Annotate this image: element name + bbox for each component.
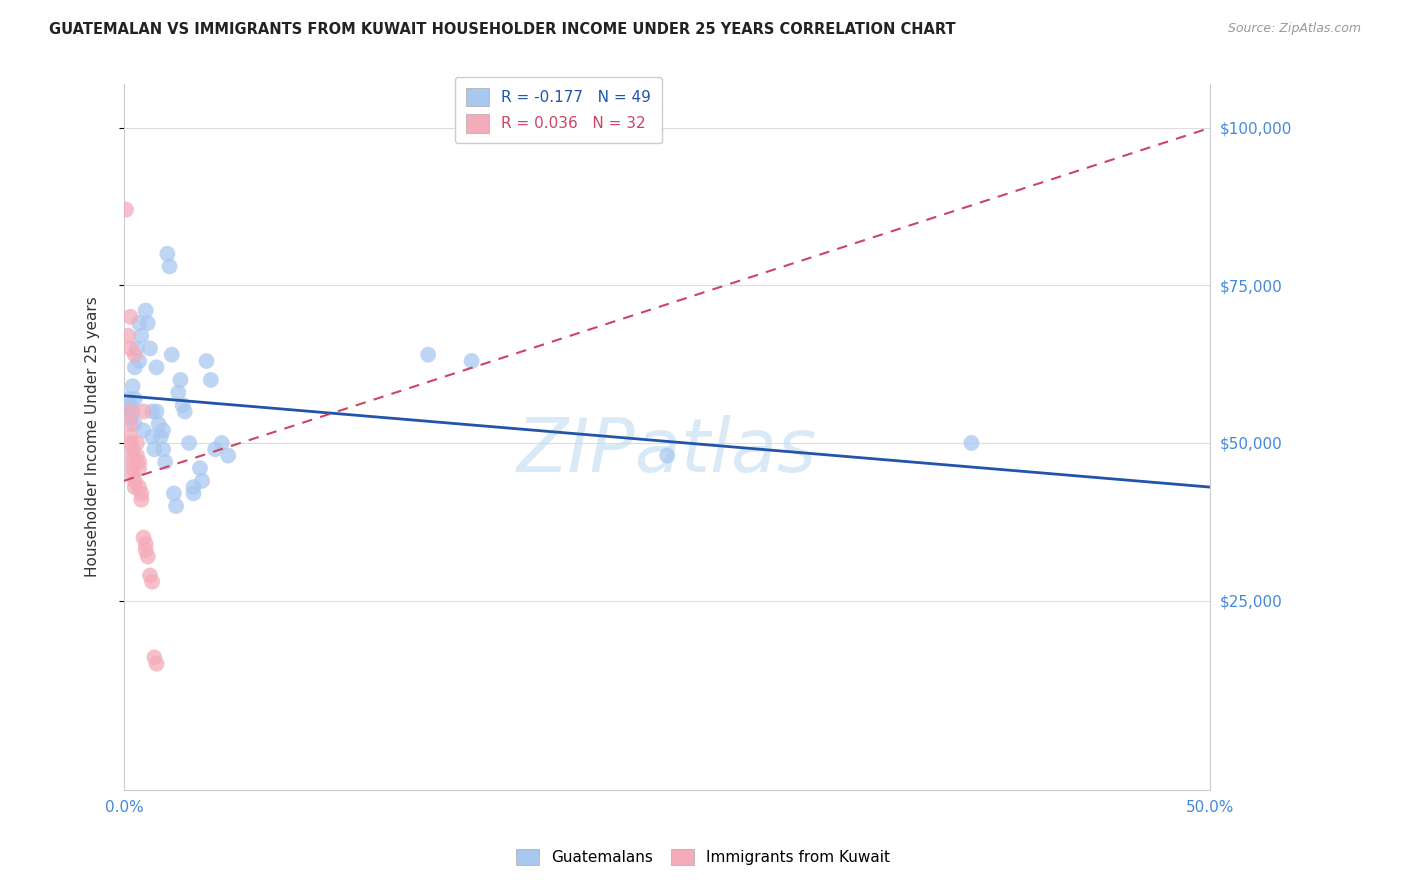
Point	[120, 404, 142, 418]
Point	[135, 543, 157, 558]
Text: ZIPatlas: ZIPatlas	[517, 415, 817, 487]
Point	[145, 657, 167, 671]
Point	[167, 385, 190, 400]
Text: Source: ZipAtlas.com: Source: ZipAtlas.com	[1227, 22, 1361, 36]
Legend: R = -0.177   N = 49, R = 0.036   N = 32: R = -0.177 N = 49, R = 0.036 N = 32	[456, 77, 662, 144]
Point	[177, 436, 200, 450]
Point	[128, 316, 150, 330]
Point	[143, 650, 166, 665]
Point	[124, 417, 146, 431]
Point	[418, 348, 440, 362]
Point	[657, 449, 679, 463]
Point	[139, 342, 162, 356]
Point	[160, 348, 183, 362]
Point	[211, 436, 233, 450]
Point	[120, 310, 142, 324]
Point	[165, 499, 187, 513]
Point	[124, 480, 146, 494]
Point	[173, 404, 195, 418]
Point	[125, 436, 148, 450]
Point	[120, 342, 142, 356]
Point	[129, 486, 152, 500]
Point	[204, 442, 226, 457]
Point	[460, 354, 482, 368]
Point	[152, 423, 174, 437]
Point	[120, 410, 142, 425]
Point	[125, 342, 148, 356]
Point	[172, 398, 194, 412]
Point	[121, 379, 143, 393]
Point	[121, 442, 143, 457]
Legend: Guatemalans, Immigrants from Kuwait: Guatemalans, Immigrants from Kuwait	[509, 843, 897, 871]
Y-axis label: Householder Income Under 25 years: Householder Income Under 25 years	[86, 296, 100, 577]
Point	[143, 442, 166, 457]
Point	[124, 392, 146, 406]
Point	[148, 417, 170, 431]
Point	[115, 202, 138, 217]
Point	[141, 404, 163, 418]
Point	[183, 486, 205, 500]
Point	[139, 568, 162, 582]
Point	[136, 316, 159, 330]
Point	[132, 404, 155, 418]
Point	[195, 354, 218, 368]
Point	[121, 461, 143, 475]
Point	[153, 455, 176, 469]
Text: GUATEMALAN VS IMMIGRANTS FROM KUWAIT HOUSEHOLDER INCOME UNDER 25 YEARS CORRELATI: GUATEMALAN VS IMMIGRANTS FROM KUWAIT HOU…	[49, 22, 956, 37]
Point	[188, 461, 211, 475]
Point	[132, 423, 155, 437]
Point	[135, 537, 157, 551]
Point	[159, 260, 181, 274]
Point	[128, 354, 150, 368]
Point	[121, 455, 143, 469]
Point	[128, 455, 150, 469]
Point	[149, 430, 172, 444]
Point	[120, 436, 142, 450]
Point	[125, 449, 148, 463]
Point	[124, 348, 146, 362]
Point	[117, 392, 139, 406]
Point	[191, 474, 214, 488]
Point	[120, 430, 142, 444]
Point	[120, 417, 142, 431]
Point	[121, 467, 143, 482]
Point	[129, 328, 152, 343]
Point	[145, 360, 167, 375]
Point	[200, 373, 222, 387]
Point	[121, 449, 143, 463]
Point	[124, 360, 146, 375]
Point	[217, 449, 239, 463]
Point	[124, 474, 146, 488]
Point	[136, 549, 159, 564]
Point	[132, 531, 155, 545]
Point	[163, 486, 186, 500]
Point	[141, 574, 163, 589]
Point	[960, 436, 983, 450]
Point	[156, 247, 179, 261]
Point	[128, 461, 150, 475]
Point	[117, 328, 139, 343]
Point	[129, 492, 152, 507]
Point	[145, 404, 167, 418]
Point	[128, 480, 150, 494]
Point	[141, 430, 163, 444]
Point	[183, 480, 205, 494]
Point	[152, 442, 174, 457]
Point	[135, 303, 157, 318]
Point	[120, 398, 142, 412]
Point	[169, 373, 191, 387]
Point	[121, 404, 143, 418]
